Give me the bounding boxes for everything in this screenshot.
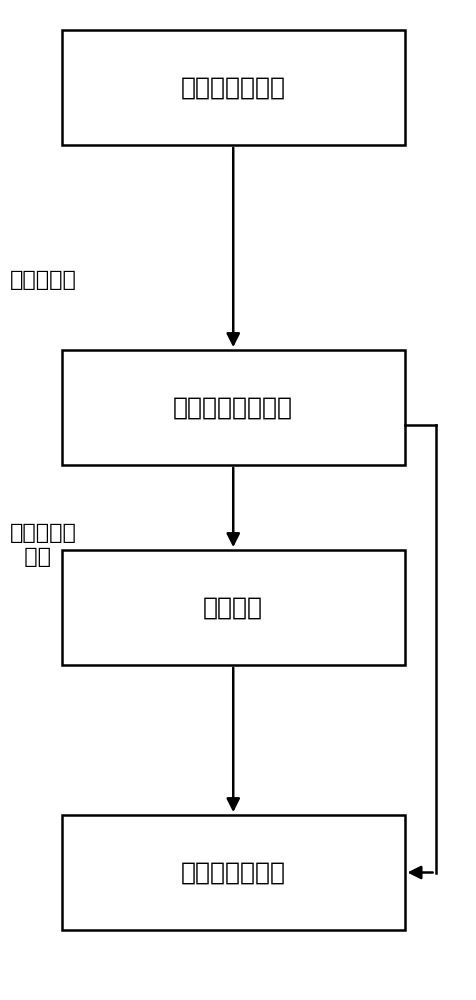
Bar bbox=[62, 815, 405, 930]
Text: 背景截面: 背景截面 bbox=[203, 595, 263, 619]
Text: 超细群计算: 超细群计算 bbox=[10, 270, 76, 290]
Bar bbox=[62, 30, 405, 145]
Bar bbox=[62, 550, 405, 665]
Text: 单群固定源
  计算: 单群固定源 计算 bbox=[10, 523, 76, 567]
Bar bbox=[62, 350, 405, 465]
Text: 共振截面插值表: 共振截面插值表 bbox=[181, 860, 286, 884]
Text: 非均匀问题生成: 非均匀问题生成 bbox=[181, 76, 286, 100]
Text: 有效共振自屏截面: 有效共振自屏截面 bbox=[173, 395, 293, 420]
